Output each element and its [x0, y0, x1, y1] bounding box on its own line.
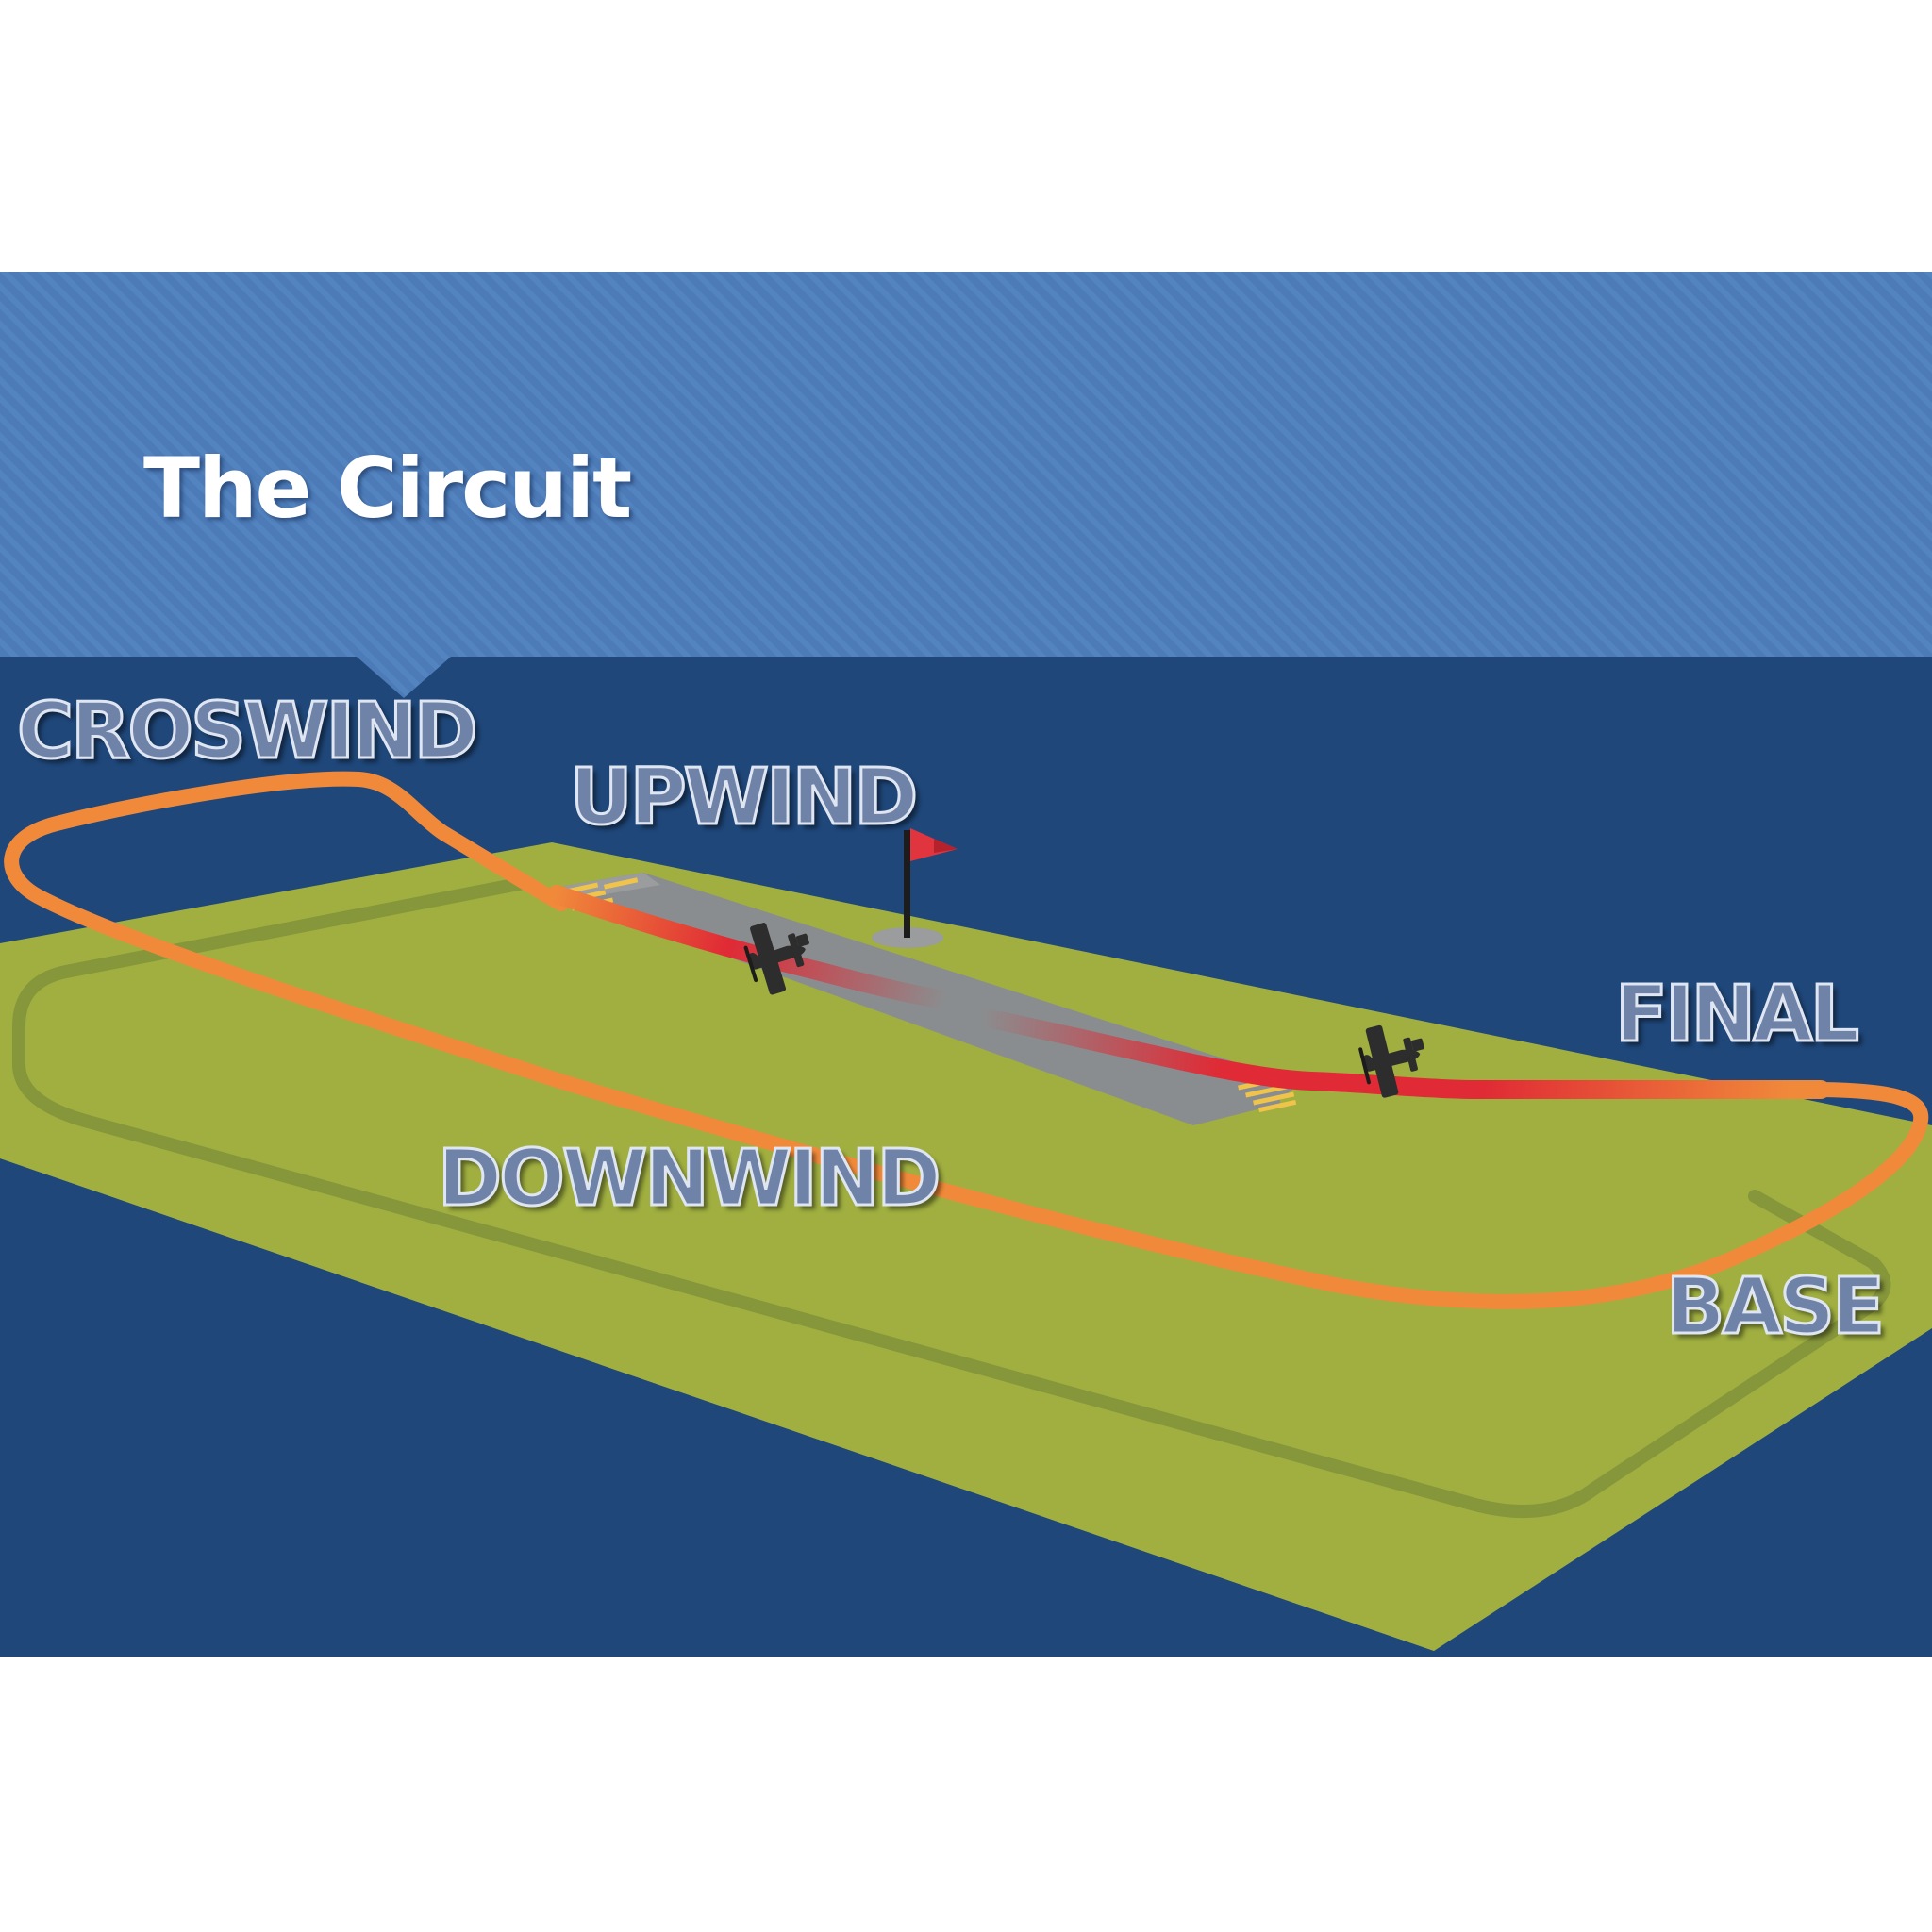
final-leg-label: FINAL: [1614, 969, 1861, 1061]
airplane-icon: [743, 923, 809, 995]
header-band: [0, 272, 1932, 698]
final-approach-path: [972, 1008, 1830, 1100]
slide-title: The Circuit: [143, 440, 632, 537]
slide: The Circuit CROSWIND UPWIND DOWNWIND FIN…: [0, 272, 1932, 1657]
upwind-climb-path: [547, 885, 953, 1009]
crosswind-leg-label: CROSWIND: [16, 686, 480, 778]
windsock-pole: [904, 830, 910, 938]
windsock: [872, 828, 958, 948]
downwind-leg-label: DOWNWIND: [437, 1133, 943, 1225]
base-leg-label: BASE: [1664, 1261, 1886, 1354]
flag-icon: [910, 828, 958, 861]
airplane-icon: [1358, 1024, 1424, 1098]
circuit-path: [4, 771, 1929, 1309]
airfield: [0, 842, 1932, 1651]
upwind-leg-label: UPWIND: [568, 752, 919, 844]
taxiway: [12, 876, 1891, 1518]
circuit-diagram: [0, 272, 1932, 1657]
circuit-path-main: [4, 771, 1929, 1309]
airfield-surface: [0, 842, 1932, 1651]
